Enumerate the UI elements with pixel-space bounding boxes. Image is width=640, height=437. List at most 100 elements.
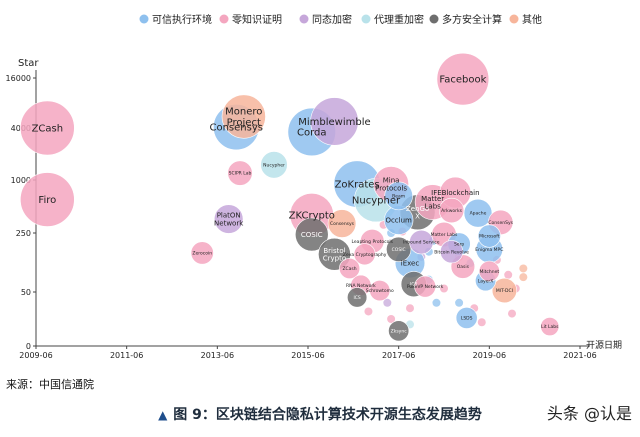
data-label: LSDS [461, 315, 473, 321]
bubble [436, 52, 490, 106]
data-label: ZCash [342, 266, 356, 272]
data-label: PlatON [217, 212, 241, 220]
y-tick-label: 50 [21, 288, 31, 297]
scatter-point [519, 264, 528, 273]
data-label: Corda [297, 127, 327, 138]
legend-marker-1 [219, 14, 229, 24]
data-label: X [415, 213, 420, 221]
x-axis-title: 开源日期 [586, 340, 622, 351]
bubble [388, 320, 410, 342]
x-tick-label: 2011-06 [110, 351, 143, 360]
bubble [409, 229, 434, 255]
x-tick-label: 2009-06 [19, 351, 52, 360]
data-label: MIT-DCI [496, 288, 513, 294]
data-label: Apache [470, 211, 487, 217]
data-label: Zeva Cryptography [343, 252, 387, 258]
data-label: Consensys [209, 123, 262, 134]
data-label: Inbound Service [403, 240, 440, 246]
y-tick-label: 1000 [11, 176, 31, 185]
x-tick-label: 2015-06 [291, 351, 324, 360]
data-label: COSIC [392, 247, 406, 253]
data-label: ICS [353, 295, 360, 301]
y-tick-label: 0 [26, 342, 31, 351]
data-label: Matter Labs [431, 232, 458, 238]
data-label: Bitcoin Revolve [434, 249, 469, 255]
legend-label-2: 同态加密 [312, 13, 352, 26]
bubble [310, 97, 359, 146]
scatter-point [455, 298, 464, 307]
data-label: Beam [392, 193, 405, 199]
bubble [327, 209, 357, 238]
bubble [540, 317, 560, 337]
legend-marker-5 [509, 14, 519, 24]
x-tick-label: 2013-06 [201, 351, 234, 360]
scatter-point [383, 298, 392, 307]
data-label: Arkworks [441, 208, 462, 214]
y-tick-label: 250 [16, 229, 31, 238]
data-label: ConsenSys [488, 220, 513, 226]
data-label: PokeVP Network [407, 284, 444, 290]
data-label: Mitchnet [480, 269, 500, 275]
data-label: Consensys [330, 221, 355, 227]
scatter-point [387, 315, 396, 323]
legend-label-3: 代理重加密 [374, 13, 424, 26]
data-label: Matter [421, 195, 444, 203]
scatter-point [504, 270, 513, 279]
legend-marker-3 [361, 14, 371, 24]
legend-marker-4 [429, 14, 439, 24]
data-label: Bristol [323, 247, 345, 255]
data-label: Protocols [375, 184, 407, 192]
data-label: Mimblewimble [298, 117, 370, 128]
bubble [260, 151, 288, 179]
data-label: Schrowtomo [366, 288, 394, 294]
bubble [294, 217, 329, 252]
bubble [353, 243, 376, 266]
data-label: Firo [38, 195, 56, 206]
data-label: Lit Labs [541, 324, 559, 330]
bubble [463, 198, 493, 228]
data-label: ZKCrypto [289, 211, 335, 222]
bubble [478, 260, 500, 282]
bubble [438, 197, 465, 224]
figure-caption: ▲ 图 9：区块链结合隐私计算技术开源生态发展趋势 [0, 404, 640, 424]
data-label: Oasis [457, 264, 470, 270]
data-label: Enigma MPC [475, 247, 503, 253]
bubble [190, 241, 214, 265]
bubble [455, 307, 478, 329]
bubble [440, 240, 464, 264]
bubble [491, 277, 518, 304]
x-tick-label: 2017-06 [382, 351, 415, 360]
data-label: Zerocoin [192, 251, 212, 257]
data-label: ICS [410, 282, 417, 288]
bubble [221, 94, 266, 139]
caption-text: 图 9：区块链结合隐私计算技术开源生态发展趋势 [173, 407, 482, 423]
legend-label-0: 可信执行环境 [152, 13, 212, 26]
data-label: Network [214, 219, 244, 227]
scatter-point [364, 307, 373, 316]
data-label: ZCash [32, 124, 64, 135]
data-label: Labs [425, 202, 442, 210]
data-label: Monero [225, 107, 262, 118]
data-label: LayerX [478, 278, 494, 284]
bubble [384, 181, 413, 211]
data-label: Microsoft [479, 234, 500, 240]
data-label: SCIPR Lab [229, 171, 252, 177]
bubble [347, 287, 368, 308]
legend-label-5: 其他 [522, 13, 542, 26]
watermark: 头条 @认是 [546, 404, 632, 423]
data-label: iExec [401, 260, 420, 268]
data-label: Project [227, 118, 261, 129]
data-label: Nucypher [263, 162, 285, 168]
legend-marker-0 [139, 14, 149, 24]
x-tick-label: 2019-06 [473, 351, 506, 360]
data-label: ZoKrates [335, 180, 380, 191]
bubble [414, 275, 437, 298]
scatter-point [519, 273, 528, 282]
y-axis-title: Star [18, 58, 39, 69]
legend-label-1: 零知识证明 [232, 13, 282, 26]
data-label: Occlum [385, 217, 412, 225]
scatter-point [440, 284, 448, 293]
data-label: Zksync [391, 328, 408, 334]
